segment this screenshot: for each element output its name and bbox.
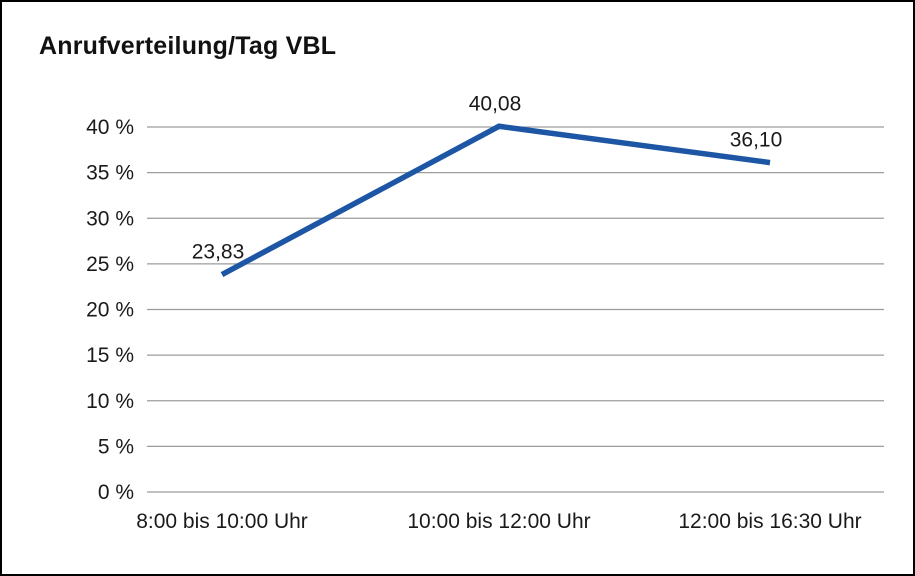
y-tick-label: 10 % [86,390,134,413]
y-tick-label: 20 % [86,299,134,322]
data-point-label: 40,08 [469,92,522,115]
x-category-label: 10:00 bis 12:00 Uhr [407,510,590,533]
data-line-series [220,123,771,277]
y-tick-label: 30 % [86,207,134,230]
y-tick-label: 15 % [86,344,134,367]
y-tick-label: 40 % [86,116,134,139]
x-category-label: 8:00 bis 10:00 Uhr [136,510,308,533]
chart-title: Anrufverteilung/Tag VBL [39,32,337,60]
y-tick-label: 0 % [98,481,134,504]
y-tick-label: 5 % [98,435,134,458]
data-point-label: 36,10 [730,129,783,152]
y-tick-label: 35 % [86,162,134,185]
y-tick-label: 25 % [86,253,134,276]
data-point-label: 23,83 [192,241,245,264]
x-category-label: 12:00 bis 16:30 Uhr [678,510,861,533]
